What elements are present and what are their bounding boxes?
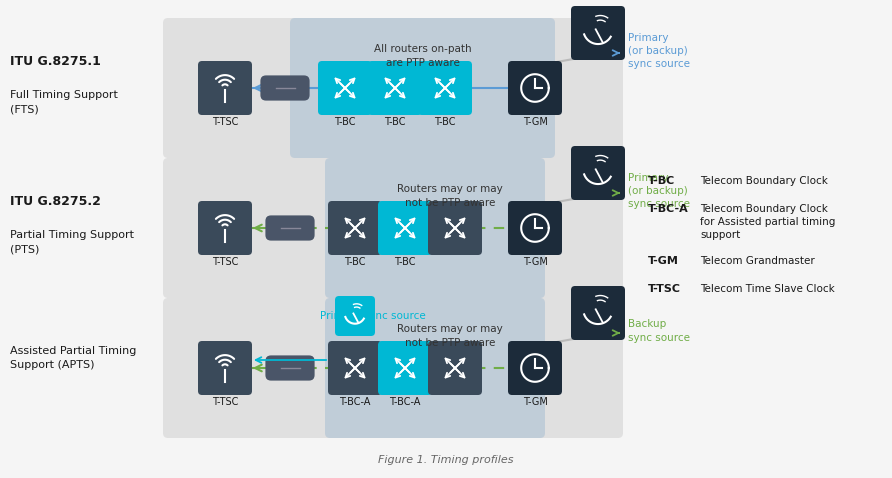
Text: Partial Timing Support
(PTS): Partial Timing Support (PTS) — [10, 230, 134, 254]
FancyBboxPatch shape — [571, 146, 625, 200]
Text: Primary
(or backup)
sync source: Primary (or backup) sync source — [628, 173, 690, 209]
Text: T-TSC: T-TSC — [648, 284, 681, 294]
Text: Telecom Grandmaster: Telecom Grandmaster — [700, 256, 814, 266]
FancyBboxPatch shape — [378, 201, 432, 255]
Text: T-GM: T-GM — [523, 117, 548, 127]
Text: T-BC: T-BC — [394, 257, 416, 267]
FancyBboxPatch shape — [163, 158, 623, 298]
Text: ITU G.8275.2: ITU G.8275.2 — [10, 195, 101, 208]
FancyBboxPatch shape — [198, 341, 252, 395]
Text: T-BC-A: T-BC-A — [389, 397, 421, 407]
FancyBboxPatch shape — [198, 61, 252, 115]
FancyBboxPatch shape — [325, 158, 545, 298]
FancyBboxPatch shape — [325, 298, 545, 438]
FancyBboxPatch shape — [508, 341, 562, 395]
Text: Primary sync source: Primary sync source — [320, 311, 425, 321]
Text: T-BC-A: T-BC-A — [339, 397, 371, 407]
FancyBboxPatch shape — [428, 201, 482, 255]
FancyBboxPatch shape — [418, 61, 472, 115]
Text: Routers may or may
not be PTP aware: Routers may or may not be PTP aware — [397, 324, 503, 348]
FancyBboxPatch shape — [266, 216, 315, 240]
FancyBboxPatch shape — [428, 341, 482, 395]
FancyBboxPatch shape — [328, 341, 382, 395]
Text: All routers on-path
are PTP aware: All routers on-path are PTP aware — [374, 44, 471, 68]
Text: Routers may or may
not be PTP aware: Routers may or may not be PTP aware — [397, 184, 503, 208]
Text: T-BC: T-BC — [384, 117, 406, 127]
FancyBboxPatch shape — [266, 356, 315, 380]
FancyBboxPatch shape — [508, 201, 562, 255]
Text: T-BC: T-BC — [434, 117, 456, 127]
Text: T-BC: T-BC — [334, 117, 356, 127]
Text: T-TSC: T-TSC — [211, 117, 238, 127]
Text: ITU G.8275.1: ITU G.8275.1 — [10, 55, 101, 68]
FancyBboxPatch shape — [163, 18, 623, 158]
FancyBboxPatch shape — [378, 341, 432, 395]
Text: Telecom Boundary Clock: Telecom Boundary Clock — [700, 176, 828, 186]
Text: T-BC: T-BC — [344, 257, 366, 267]
FancyBboxPatch shape — [368, 61, 422, 115]
FancyBboxPatch shape — [328, 201, 382, 255]
Text: T-BC: T-BC — [648, 176, 675, 186]
FancyBboxPatch shape — [571, 6, 625, 60]
FancyBboxPatch shape — [508, 61, 562, 115]
Text: T-GM: T-GM — [648, 256, 679, 266]
Text: Telecom Time Slave Clock: Telecom Time Slave Clock — [700, 284, 835, 294]
Text: T-GM: T-GM — [523, 257, 548, 267]
FancyBboxPatch shape — [260, 76, 310, 100]
Text: Assisted Partial Timing
Support (APTS): Assisted Partial Timing Support (APTS) — [10, 346, 136, 370]
Text: Telecom Boundary Clock
for Assisted partial timing
support: Telecom Boundary Clock for Assisted part… — [700, 204, 836, 240]
Text: Primary
(or backup)
sync source: Primary (or backup) sync source — [628, 33, 690, 69]
Text: Full Timing Support
(FTS): Full Timing Support (FTS) — [10, 90, 118, 114]
FancyBboxPatch shape — [335, 296, 375, 336]
Text: Figure 1. Timing profiles: Figure 1. Timing profiles — [378, 455, 514, 465]
FancyBboxPatch shape — [290, 18, 555, 158]
FancyBboxPatch shape — [318, 61, 372, 115]
Text: T-TSC: T-TSC — [211, 257, 238, 267]
FancyBboxPatch shape — [163, 298, 623, 438]
Text: Backup
sync source: Backup sync source — [628, 319, 690, 343]
Text: T-GM: T-GM — [523, 397, 548, 407]
FancyBboxPatch shape — [198, 201, 252, 255]
FancyBboxPatch shape — [571, 286, 625, 340]
Text: T-BC-A: T-BC-A — [648, 204, 689, 214]
Text: T-TSC: T-TSC — [211, 397, 238, 407]
